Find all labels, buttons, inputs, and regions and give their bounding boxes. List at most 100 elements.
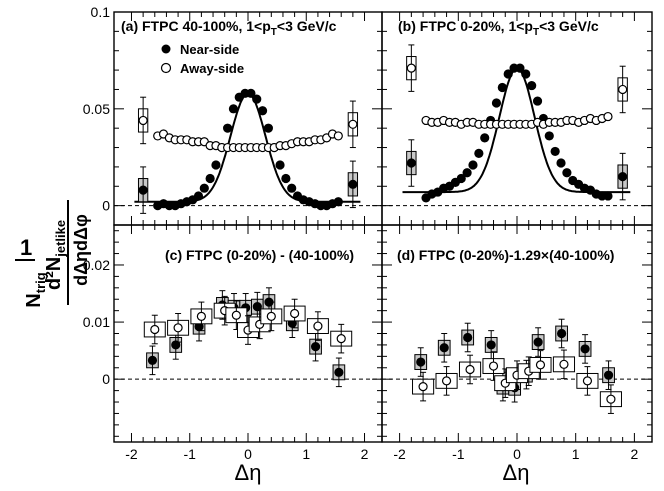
near-point-a — [257, 106, 268, 116]
near-point-d — [557, 328, 567, 339]
near-point-a — [252, 94, 262, 104]
panel-d-title: (d) FTPC (0-20%)-1.29×(40-100%) — [397, 247, 614, 263]
away-point-c — [313, 321, 323, 331]
away-point-c — [336, 334, 346, 344]
away-point-d — [465, 364, 475, 375]
x-axis-label-left: Δη — [235, 460, 262, 485]
x-tick-label-d: -2 — [393, 446, 406, 462]
x-axis-label-right: Δη — [503, 460, 530, 485]
near-point-a — [211, 160, 221, 170]
near-point-b — [480, 133, 490, 143]
ylabel-one: 1 — [20, 235, 32, 260]
legend-away-label: Away-side — [180, 61, 244, 76]
ylabel-numerator: d²Njetlike — [43, 220, 68, 290]
near-point-a — [263, 123, 273, 133]
ylabel-top-main: d²N — [43, 257, 65, 290]
near-point-c — [147, 355, 158, 365]
near-point-b — [503, 69, 513, 79]
near-point-b — [497, 82, 507, 93]
near-point-a — [205, 173, 215, 184]
near-point-c — [310, 342, 321, 352]
ylabel-ntrig: Ntrig — [23, 272, 48, 307]
ylabel-top-sub: jetlike — [53, 220, 68, 258]
panel-frame-a — [113, 11, 383, 226]
near-point-d — [580, 344, 590, 354]
panel-b-title-sub: T — [533, 27, 539, 38]
near-point-a — [199, 183, 209, 193]
away-point-d — [418, 382, 428, 392]
away-point-a — [333, 131, 343, 141]
ylabel-ntrig-main: N — [23, 293, 45, 307]
near-point-a — [228, 104, 239, 114]
panel-a-title-post: <3 GeV/c — [277, 18, 337, 34]
near-fit-curve-b — [402, 67, 631, 194]
near-point-b — [544, 131, 554, 141]
near-point-c — [252, 302, 262, 312]
x-tick-label-c: 0 — [244, 446, 252, 462]
x-tick-label-c: -2 — [125, 446, 138, 462]
away-point-c — [196, 311, 206, 321]
away-point-b — [406, 63, 416, 73]
ylabel-ntrig-sub: trig — [33, 272, 48, 293]
panel-a-title-sub: T — [271, 27, 277, 38]
near-point-b — [603, 191, 613, 201]
y-tick-label-c: 0 — [102, 371, 110, 387]
ylabel-denominator: dΔηdΔφ — [71, 214, 91, 286]
near-point-b — [468, 160, 478, 170]
near-point-c — [334, 367, 344, 377]
near-point-a — [287, 183, 297, 193]
panel-c-title: (c) FTPC (0-20%) - (40-100%) — [165, 247, 354, 263]
y-tick-label-c: 0.01 — [83, 314, 110, 330]
panel-b-title-pre: (b) FTPC 0-20%, 1<p — [398, 18, 533, 34]
near-point-b — [527, 80, 537, 91]
x-tick-label-d: 2 — [630, 446, 638, 462]
near-point-a — [223, 123, 233, 133]
x-tick-label-c: -1 — [184, 446, 197, 462]
away-point-d — [441, 376, 452, 386]
away-point-b — [603, 111, 613, 122]
near-point-d — [463, 332, 473, 343]
away-point-c — [266, 311, 276, 321]
near-point-b — [618, 171, 628, 182]
y-tick-label-a: 0 — [102, 198, 110, 214]
near-point-a — [333, 197, 343, 207]
y-tick-label-c: 0.02 — [83, 257, 110, 273]
near-point-d — [439, 343, 449, 353]
legend-near-label: Near-side — [180, 42, 239, 57]
away-point-d — [582, 376, 593, 386]
panel-a-title: (a) FTPC 40-100%, 1<pT<3 GeV/c — [121, 18, 337, 38]
away-point-d — [488, 361, 499, 371]
legend-near-marker — [161, 44, 171, 54]
panel-b-title-post: <3 GeV/c — [539, 18, 599, 34]
y-tick-label-a: 0.05 — [83, 101, 110, 117]
near-point-a — [348, 179, 358, 189]
near-point-a — [138, 185, 148, 195]
near-point-b — [556, 158, 566, 168]
near-point-d — [603, 370, 614, 380]
near-point-b — [532, 96, 543, 106]
away-point-c — [231, 310, 241, 320]
x-tick-label-c: 2 — [361, 446, 369, 462]
near-point-b — [562, 168, 572, 178]
near-point-d — [416, 357, 426, 367]
near-point-b — [491, 98, 502, 108]
near-point-b — [550, 146, 560, 157]
near-point-b — [406, 158, 416, 168]
away-point-c — [150, 324, 160, 335]
legend-away-marker — [160, 62, 172, 74]
near-point-b — [474, 148, 484, 158]
near-point-b — [462, 168, 472, 178]
near-point-b — [521, 69, 531, 79]
y-tick-label-a: 0.1 — [91, 4, 111, 20]
away-point-d — [535, 360, 546, 370]
near-point-a — [246, 88, 256, 98]
near-point-a — [281, 173, 291, 184]
y-axis-label: 1 d²Njetlike dΔηdΔφ Ntrig — [15, 200, 91, 308]
x-tick-label-d: 0 — [513, 446, 521, 462]
away-point-d — [606, 394, 616, 404]
near-point-a — [193, 191, 204, 201]
near-point-b — [515, 63, 525, 73]
near-point-d — [486, 340, 496, 350]
away-point-b — [618, 84, 628, 95]
